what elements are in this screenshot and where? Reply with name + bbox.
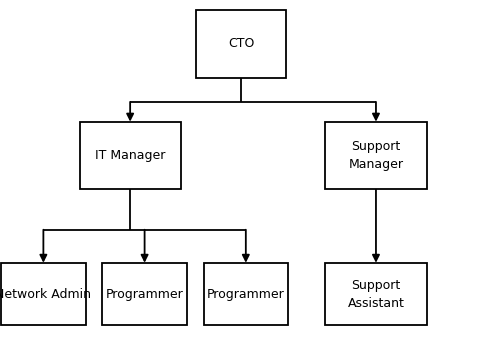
FancyBboxPatch shape xyxy=(197,10,285,78)
FancyBboxPatch shape xyxy=(102,263,187,325)
FancyBboxPatch shape xyxy=(203,263,288,325)
Text: Support
Assistant: Support Assistant xyxy=(348,279,404,310)
Text: Programmer: Programmer xyxy=(106,288,184,300)
FancyBboxPatch shape xyxy=(80,122,181,189)
Text: Programmer: Programmer xyxy=(207,288,285,300)
Text: CTO: CTO xyxy=(228,38,254,50)
Text: Support
Manager: Support Manager xyxy=(348,140,403,171)
FancyBboxPatch shape xyxy=(325,122,427,189)
Text: Network Admin: Network Admin xyxy=(0,288,92,300)
FancyBboxPatch shape xyxy=(325,263,427,325)
FancyBboxPatch shape xyxy=(1,263,86,325)
Text: IT Manager: IT Manager xyxy=(95,149,165,162)
